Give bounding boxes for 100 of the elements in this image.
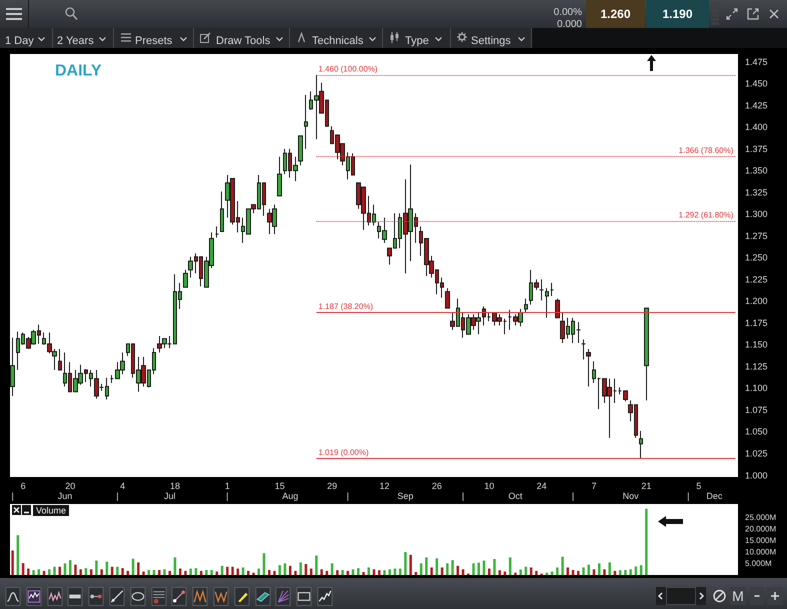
y-tick-label: 25.000M xyxy=(745,513,776,522)
y-tick-label: 1.025 xyxy=(745,448,768,458)
bar xyxy=(68,560,72,575)
bar xyxy=(132,558,134,575)
bar xyxy=(22,563,24,575)
bar xyxy=(236,568,240,575)
x-tick-label: Oct xyxy=(508,491,523,501)
y-tick-label: 1.100 xyxy=(745,383,768,394)
candlestick xyxy=(220,191,224,232)
candlestick xyxy=(586,348,591,387)
bar xyxy=(247,570,250,575)
bar xyxy=(294,570,297,575)
bar xyxy=(205,570,208,575)
x-tick-label: 7 xyxy=(591,481,596,491)
bar xyxy=(634,566,638,575)
bar xyxy=(168,570,171,575)
bar xyxy=(430,567,433,575)
x-tick-label: 21 xyxy=(641,481,652,491)
candlestick xyxy=(304,94,308,150)
bar xyxy=(137,562,140,575)
bar xyxy=(404,552,407,575)
bar xyxy=(64,563,66,575)
bar xyxy=(550,572,554,575)
bar xyxy=(27,568,30,575)
text: M xyxy=(732,588,744,604)
y-tick-label: 1.425 xyxy=(745,100,768,110)
ref-line-label: 1.019 (0.00%) xyxy=(318,448,369,458)
bar xyxy=(394,568,396,575)
bar xyxy=(504,572,506,575)
bar xyxy=(48,569,51,575)
bar xyxy=(152,570,156,575)
candlestick xyxy=(550,282,554,296)
bar xyxy=(304,564,308,575)
bar xyxy=(488,568,490,575)
bar xyxy=(498,570,501,575)
bar xyxy=(262,553,266,575)
candlestick xyxy=(545,288,549,318)
text: 1.260 xyxy=(600,7,631,21)
bar xyxy=(388,569,391,575)
y-tick-label: 1.225 xyxy=(745,274,768,284)
bar xyxy=(614,570,616,575)
bar xyxy=(592,569,596,575)
text: Technicals xyxy=(312,35,364,47)
x-tick-label: | xyxy=(462,491,464,501)
x-tick-label: | xyxy=(116,491,119,501)
text: 0.00% xyxy=(554,7,582,18)
bar xyxy=(110,566,114,575)
x-tick-label: 24 xyxy=(536,481,547,491)
bar xyxy=(440,567,444,575)
bar xyxy=(420,563,422,575)
candlestick xyxy=(524,298,528,313)
bar xyxy=(566,567,570,575)
bar xyxy=(79,569,82,575)
x-tick-label: | xyxy=(687,491,690,501)
bar xyxy=(284,563,286,575)
x-tick-label: 26 xyxy=(432,481,442,491)
bar xyxy=(84,568,88,575)
bar xyxy=(624,570,627,575)
bar xyxy=(268,570,270,575)
bar xyxy=(436,558,438,575)
bar xyxy=(74,564,77,575)
bar xyxy=(378,570,380,575)
bar xyxy=(326,570,328,575)
bar xyxy=(561,556,564,575)
text: DAILY xyxy=(55,62,102,80)
bar xyxy=(95,560,98,575)
bar xyxy=(220,566,224,575)
bar xyxy=(38,569,40,575)
x-tick-label: 12 xyxy=(379,481,390,491)
candlestick xyxy=(10,337,15,397)
bar xyxy=(148,570,150,575)
bar xyxy=(425,557,428,575)
candlestick xyxy=(555,298,560,318)
bar xyxy=(587,564,590,575)
y-tick-label: 1.250 xyxy=(745,252,768,263)
ref-line-label: 1.187 (38.20%) xyxy=(318,302,374,311)
candlestick xyxy=(639,430,643,460)
x-tick-label: | xyxy=(572,491,574,501)
bar xyxy=(163,569,166,575)
bar xyxy=(409,554,412,575)
chart-title: Volume xyxy=(36,506,66,516)
candlestick xyxy=(58,348,62,370)
ref-line-label: 1.292 (61.80%) xyxy=(678,210,734,220)
bar xyxy=(194,568,198,575)
candlestick xyxy=(581,338,586,360)
x-tick-label: 5 xyxy=(696,481,702,491)
bar xyxy=(100,569,103,575)
candlestick xyxy=(183,269,188,288)
bar xyxy=(446,563,449,575)
x-tick-label: | xyxy=(346,491,349,501)
bar xyxy=(493,558,496,575)
x-tick-label: Dec xyxy=(706,491,723,501)
y-tick-label: 1.200 xyxy=(745,296,768,306)
x-tick-label: 4 xyxy=(120,481,126,491)
y-tick-label: 1.375 xyxy=(745,144,768,154)
y-tick-label: 1.050 xyxy=(745,426,768,437)
bar xyxy=(372,569,376,575)
bar xyxy=(478,562,480,575)
bar xyxy=(278,565,281,575)
bar xyxy=(231,566,234,575)
